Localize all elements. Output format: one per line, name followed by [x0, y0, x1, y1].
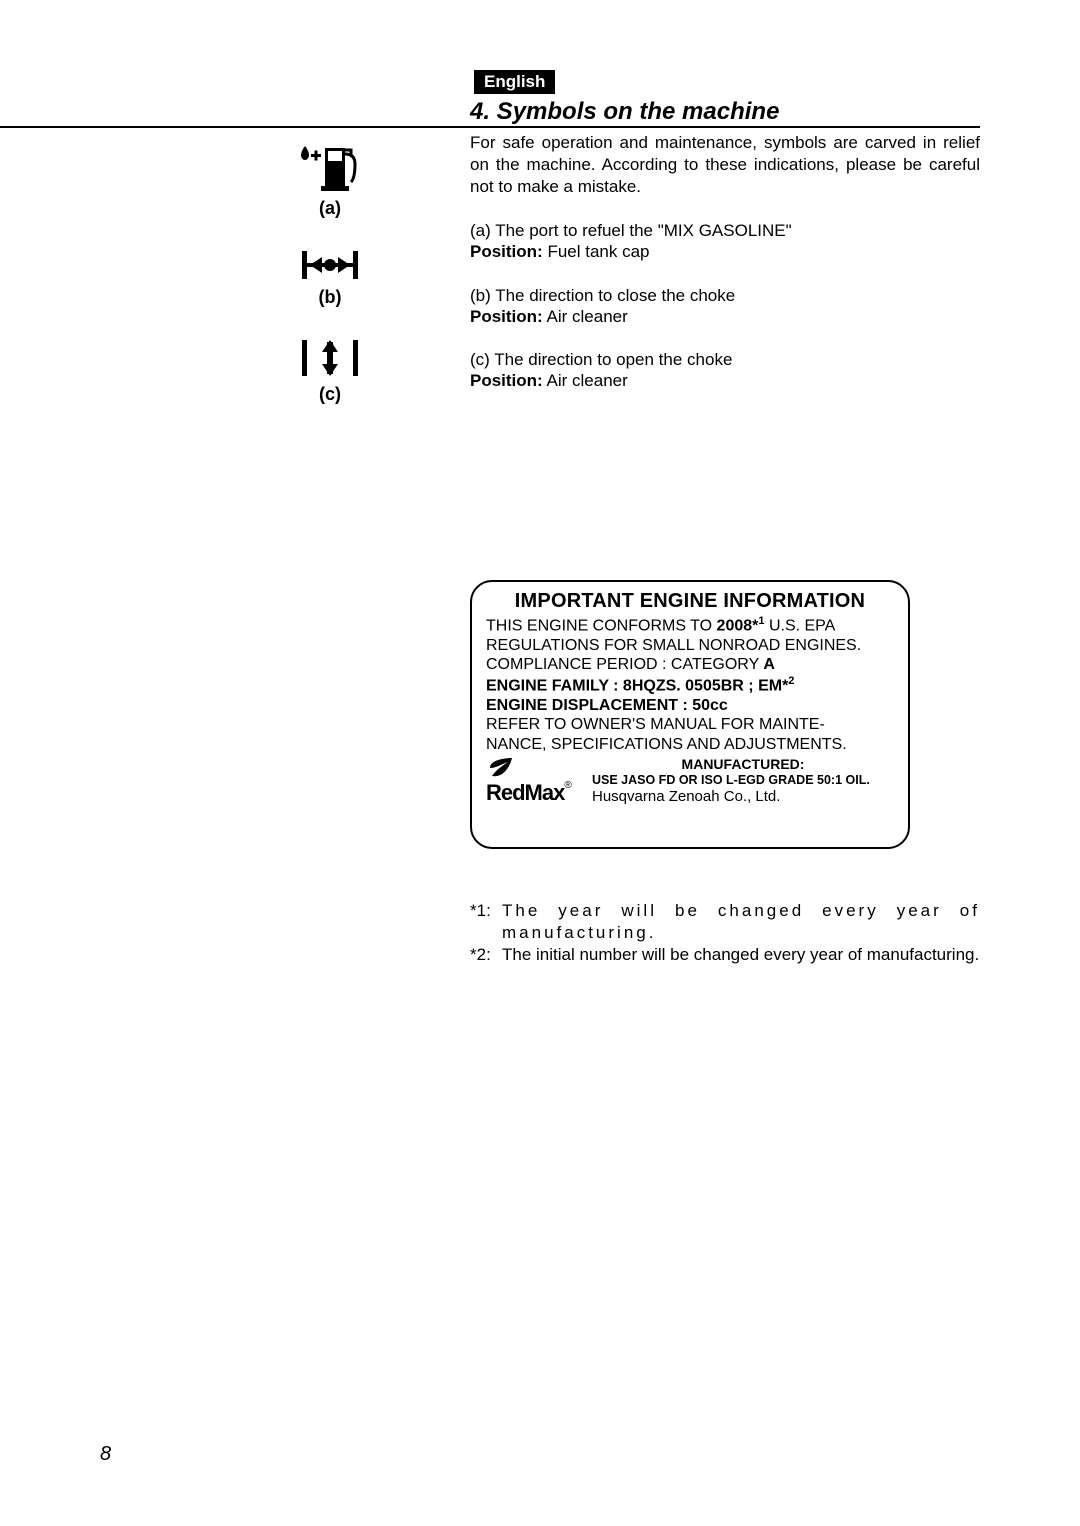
leaf-icon: [486, 756, 516, 780]
page-number: 8: [100, 1443, 111, 1466]
fuel-pump-icon: [295, 142, 365, 194]
position-label: Position:: [470, 307, 543, 326]
position-label: Position:: [470, 371, 543, 390]
plate-line-2: REGULATIONS FOR SMALL NONROAD ENGINES.: [486, 636, 894, 656]
manual-page: English 4. Symbols on the machine For sa…: [100, 70, 980, 1466]
section-title: 4. Symbols on the machine: [470, 98, 980, 126]
plate-title: IMPORTANT ENGINE INFORMATION: [486, 590, 894, 613]
footnotes: *1: The year will be changed every year …: [470, 900, 980, 966]
item-a-text: (a) The port to refuel the "MIX GASOLINE…: [470, 220, 980, 241]
plate-company: Husqvarna Zenoah Co., Ltd.: [592, 788, 894, 806]
page-header: English 4. Symbols on the machine: [470, 70, 980, 126]
footnote-1: *1: The year will be changed every year …: [470, 900, 980, 944]
item-c: (c) The direction to open the choke Posi…: [470, 349, 980, 392]
footnote-2-text: The initial number will be changed every…: [502, 944, 980, 966]
choke-close-icon: [298, 247, 362, 283]
item-a-position: Position: Fuel tank cap: [470, 241, 980, 262]
engine-info-plate: IMPORTANT ENGINE INFORMATION THIS ENGINE…: [470, 580, 910, 849]
plate-line-5: ENGINE DISPLACEMENT : 50cc: [486, 696, 894, 716]
item-a: (a) The port to refuel the "MIX GASOLINE…: [470, 220, 980, 263]
plate-text: COMPLIANCE PERIOD : CATEGORY: [486, 656, 763, 673]
symbol-a: (a): [270, 142, 390, 219]
item-b-text: (b) The direction to close the choke: [470, 285, 980, 306]
intro-paragraph: For safe operation and maintenance, symb…: [470, 132, 980, 197]
plate-footer-row: RedMax® MANUFACTURED: USE JASO FD OR ISO…: [486, 756, 894, 807]
footnote-2-label: *2:: [470, 944, 502, 966]
symbol-c-label: (c): [270, 384, 390, 405]
plate-right-block: MANUFACTURED: USE JASO FD OR ISO L-EGD G…: [592, 756, 894, 806]
symbol-column: (a) (b) (c): [270, 142, 390, 433]
position-value: Air cleaner: [547, 307, 628, 326]
footnote-1-text: The year will be changed every year of m…: [502, 900, 980, 944]
plate-logo-block: RedMax®: [486, 756, 586, 807]
position-value: Air cleaner: [547, 371, 628, 390]
language-badge: English: [474, 70, 555, 94]
plate-line-6: REFER TO OWNER'S MANUAL FOR MAINTE-: [486, 715, 894, 735]
plate-oil-spec: USE JASO FD OR ISO L-EGD GRADE 50:1 OIL.: [592, 773, 894, 788]
plate-line-4: ENGINE FAMILY : 8HQZS. 0505BR ; EM*2: [486, 675, 894, 696]
brand-row: RedMax®: [486, 780, 586, 807]
position-label: Position:: [470, 242, 543, 261]
plate-year: 2008*: [717, 617, 759, 634]
symbol-descriptions: (a) The port to refuel the "MIX GASOLINE…: [470, 220, 980, 414]
item-b: (b) The direction to close the choke Pos…: [470, 285, 980, 328]
item-b-position: Position: Air cleaner: [470, 306, 980, 327]
symbol-a-label: (a): [270, 198, 390, 219]
plate-manufactured: MANUFACTURED:: [592, 756, 894, 773]
plate-line-7: NANCE, SPECIFICATIONS AND ADJUSTMENTS.: [486, 735, 894, 755]
footnote-2: *2: The initial number will be changed e…: [470, 944, 980, 966]
registered-mark: ®: [564, 780, 571, 791]
symbol-c: (c): [270, 336, 390, 405]
symbol-b: (b): [270, 247, 390, 308]
plate-line-3: COMPLIANCE PERIOD : CATEGORY A: [486, 655, 894, 675]
choke-open-icon: [298, 336, 362, 380]
item-c-text: (c) The direction to open the choke: [470, 349, 980, 370]
symbol-b-label: (b): [270, 287, 390, 308]
plate-category: A: [763, 656, 775, 673]
plate-body: THIS ENGINE CONFORMS TO 2008*1 U.S. EPA …: [486, 615, 894, 807]
plate-line-1: THIS ENGINE CONFORMS TO 2008*1 U.S. EPA: [486, 615, 894, 636]
header-rule: [0, 126, 980, 128]
item-c-position: Position: Air cleaner: [470, 370, 980, 391]
redmax-logo: RedMax: [486, 780, 564, 805]
plate-text: U.S. EPA: [765, 617, 836, 634]
footnote-1-label: *1:: [470, 900, 502, 944]
plate-sup2: 2: [788, 675, 794, 687]
plate-text: THIS ENGINE CONFORMS TO: [486, 617, 717, 634]
position-value: Fuel tank cap: [547, 242, 649, 261]
plate-engine-family: ENGINE FAMILY : 8HQZS. 0505BR ; EM*: [486, 677, 788, 694]
